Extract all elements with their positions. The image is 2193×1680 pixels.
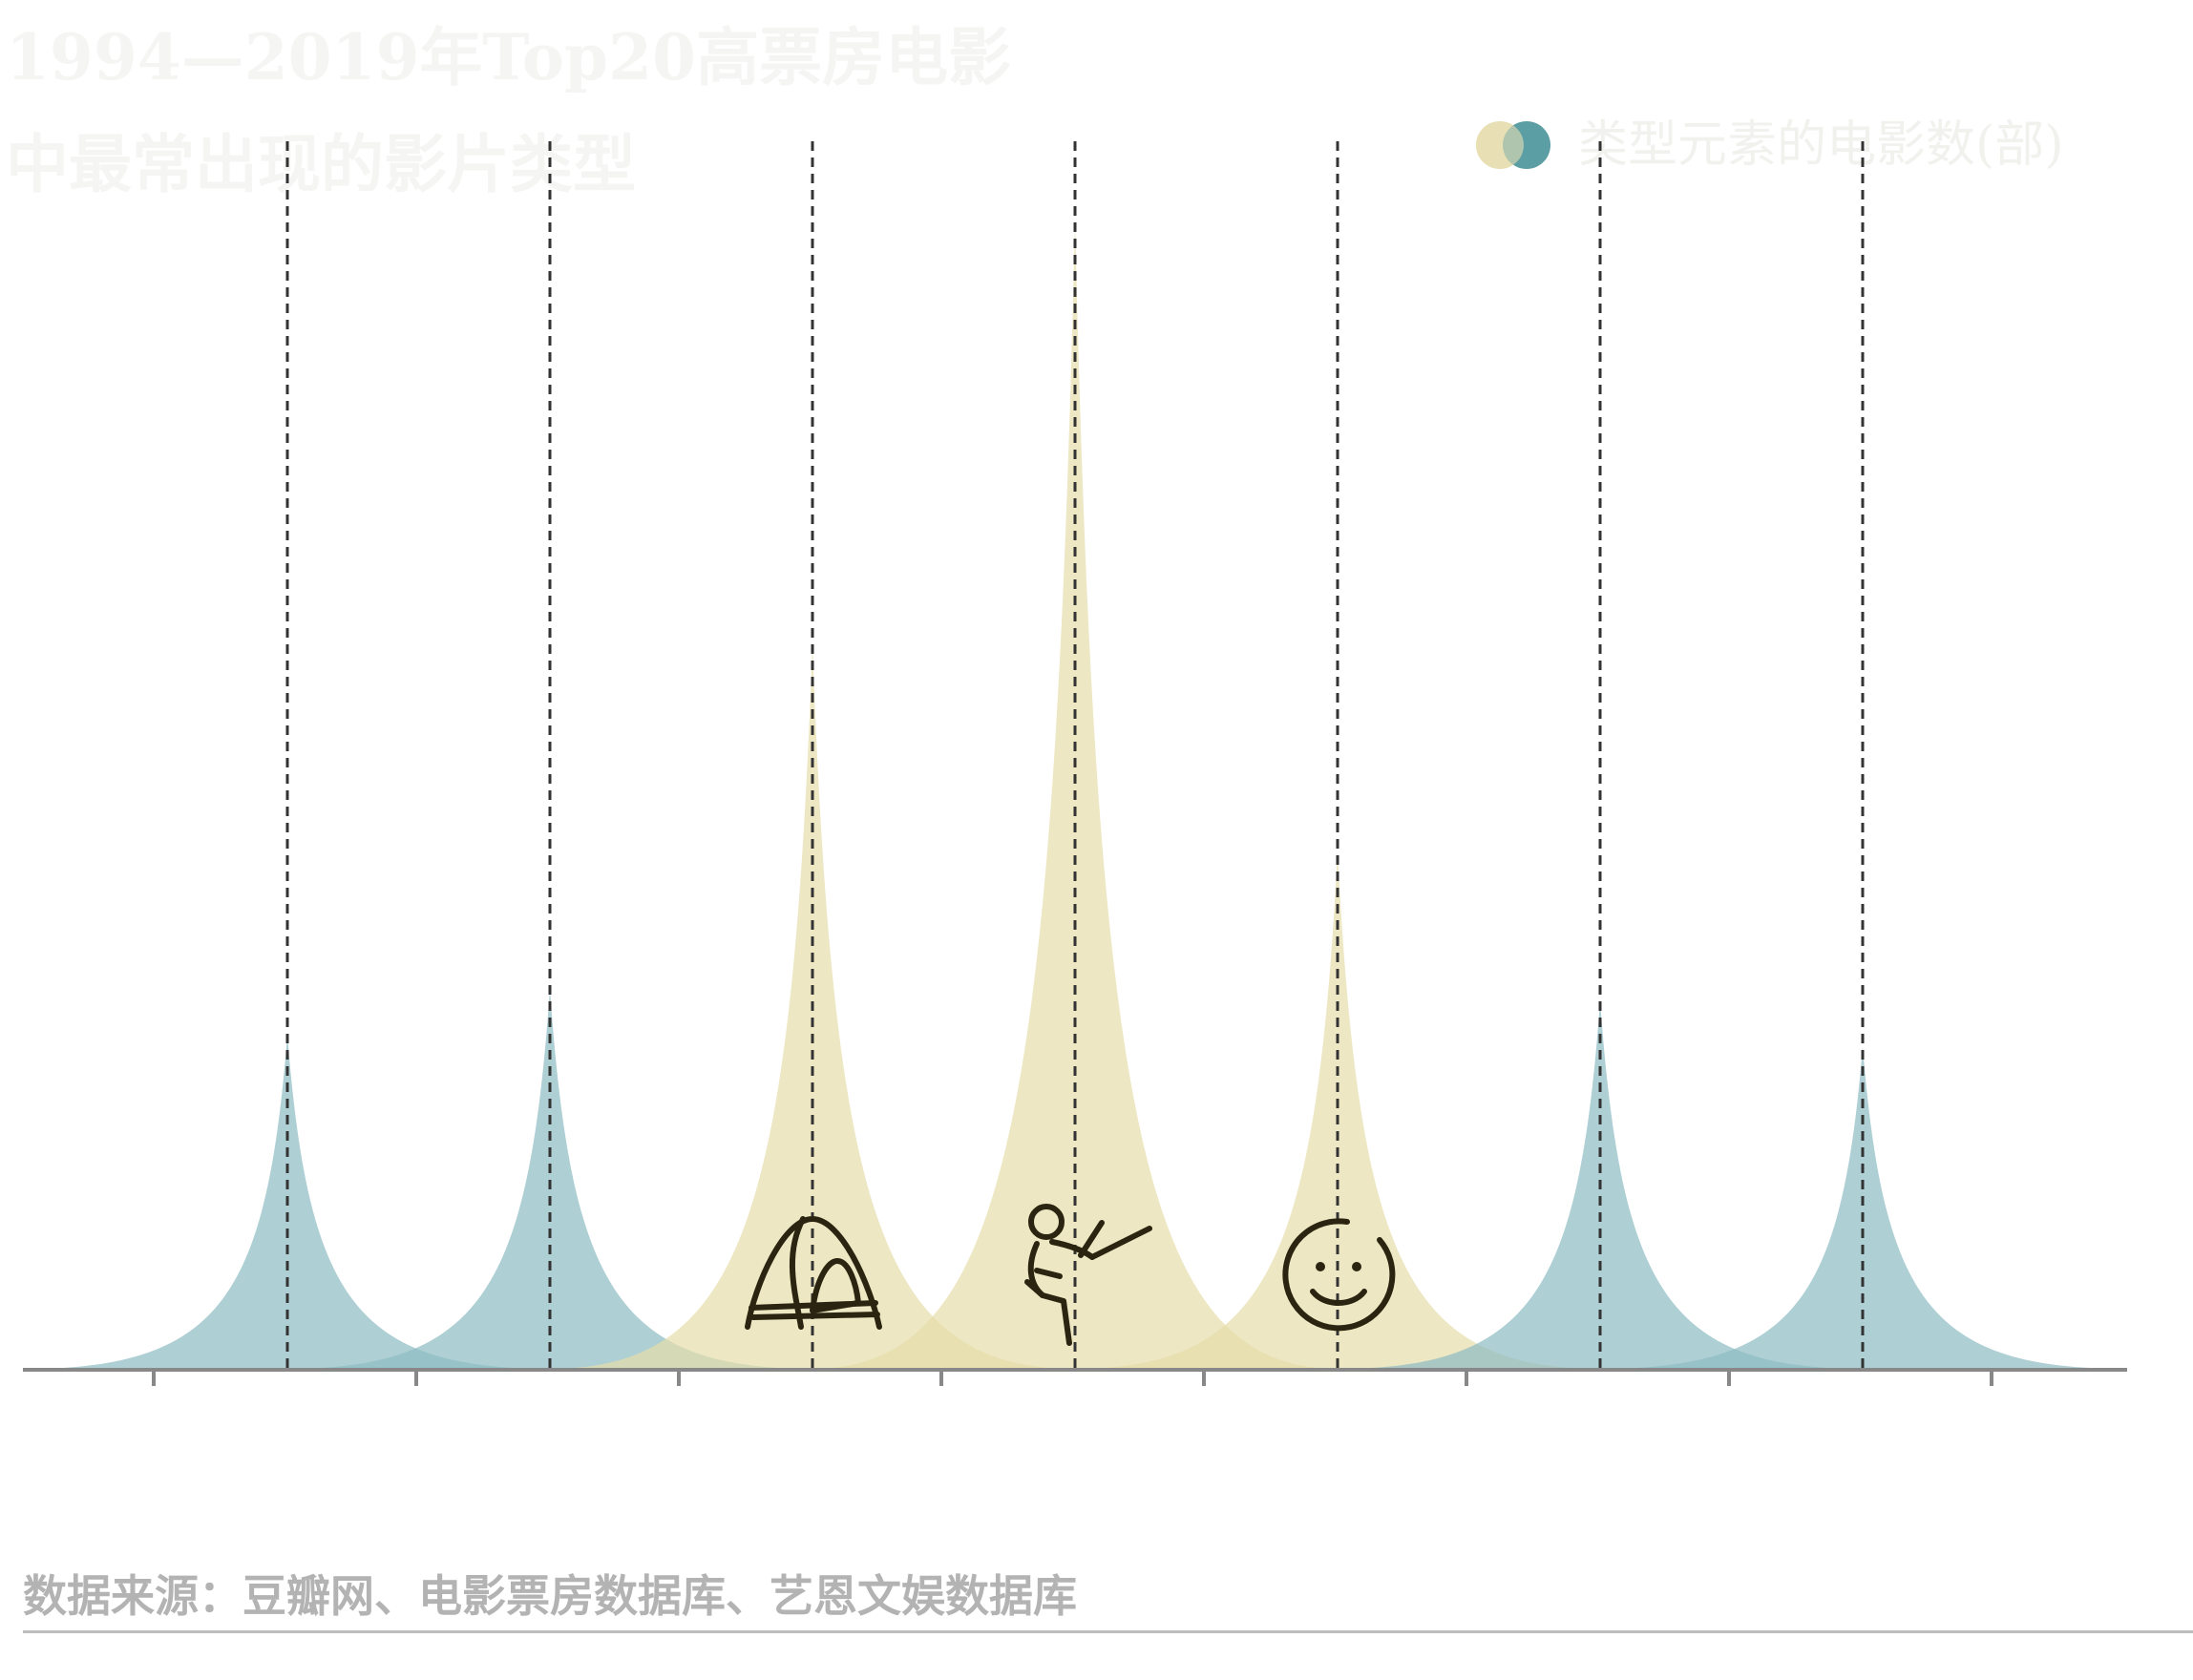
- peak-7: [1600, 1046, 2125, 1369]
- martial-arts-kick-icon: [1024, 1204, 1152, 1346]
- data-source-note: 数据来源：豆瓣网、电影票房数据库、艺恩文娱数据库: [23, 1570, 1077, 1622]
- legend-swatch-icon: [1476, 121, 1550, 169]
- peak-2: [287, 989, 812, 1369]
- chart-title-line-2: 中最常出现的影片类型: [6, 127, 636, 201]
- x-axis: [23, 1368, 2127, 1386]
- chart-title-line-1: 1994—2019年Top20高票房电影: [6, 20, 1011, 94]
- peak-5: [1075, 851, 1600, 1369]
- tent-icon: [745, 1216, 882, 1330]
- guide-lines-group: [285, 141, 1865, 1369]
- icons-group: [745, 1204, 1396, 1346]
- chart-title: 1994—2019年Top20高票房电影 中最常出现的影片类型: [6, 4, 1011, 218]
- smiley-icon: [1282, 1218, 1396, 1332]
- legend-swatch-overlap: [1476, 121, 1524, 169]
- legend-label: 类型元素的电影数(部): [1578, 116, 2064, 174]
- source-divider: [23, 1630, 2193, 1633]
- legend: 类型元素的电影数(部): [1475, 116, 2134, 174]
